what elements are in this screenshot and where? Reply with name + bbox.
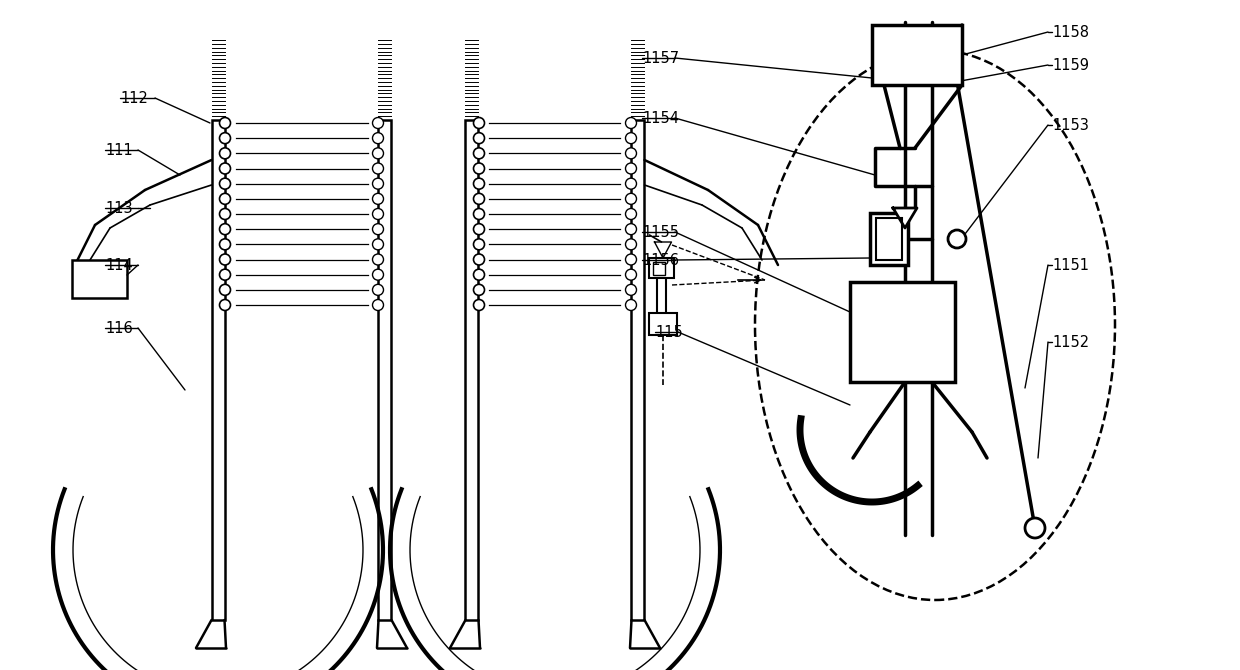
Text: 1153: 1153 [1052,117,1089,133]
Circle shape [372,299,383,310]
Circle shape [625,224,636,234]
Bar [653,262,666,275]
Circle shape [625,163,636,174]
Circle shape [625,269,636,280]
Text: 1156: 1156 [642,253,680,267]
Circle shape [474,269,485,280]
Circle shape [372,133,383,143]
Circle shape [474,239,485,250]
Bar [872,25,962,85]
Text: 114: 114 [105,257,133,273]
Circle shape [625,254,636,265]
Circle shape [1025,518,1045,538]
Circle shape [372,239,383,250]
Bar [212,120,224,620]
Circle shape [219,284,231,295]
Circle shape [372,178,383,189]
Circle shape [219,194,231,204]
Circle shape [372,269,383,280]
Bar [378,120,392,620]
Circle shape [219,117,231,129]
Polygon shape [893,208,918,228]
Text: 112: 112 [120,90,148,105]
Circle shape [219,133,231,143]
Circle shape [372,148,383,159]
Circle shape [372,284,383,295]
Circle shape [219,163,231,174]
Circle shape [625,194,636,204]
Bar [631,120,645,620]
Bar [650,313,677,335]
Circle shape [474,224,485,234]
Circle shape [372,224,383,234]
Circle shape [372,117,383,129]
Circle shape [625,133,636,143]
Text: 1158: 1158 [1052,25,1089,40]
Circle shape [625,148,636,159]
Bar [465,120,479,620]
Circle shape [219,148,231,159]
Circle shape [219,254,231,265]
Circle shape [372,208,383,220]
Bar [875,218,901,260]
Circle shape [474,178,485,189]
Circle shape [474,163,485,174]
Text: 113: 113 [105,200,133,216]
Text: 1152: 1152 [1052,334,1089,350]
Bar [650,258,675,278]
Circle shape [474,284,485,295]
Text: 1157: 1157 [642,50,680,66]
Text: 115: 115 [655,324,683,340]
Circle shape [219,269,231,280]
Circle shape [625,299,636,310]
Text: 1159: 1159 [1052,58,1089,72]
Circle shape [474,148,485,159]
Circle shape [625,239,636,250]
Text: 111: 111 [105,143,133,157]
Bar [849,282,955,382]
Circle shape [625,208,636,220]
Bar [72,260,126,298]
Circle shape [474,254,485,265]
Bar [870,213,908,265]
Text: 1154: 1154 [642,111,680,125]
Circle shape [474,208,485,220]
Circle shape [625,117,636,129]
Circle shape [372,194,383,204]
Circle shape [219,224,231,234]
Circle shape [625,178,636,189]
Circle shape [219,208,231,220]
Circle shape [474,133,485,143]
Circle shape [219,178,231,189]
Circle shape [474,194,485,204]
Circle shape [474,299,485,310]
Circle shape [372,163,383,174]
Text: 1151: 1151 [1052,257,1089,273]
Circle shape [219,239,231,250]
Circle shape [372,254,383,265]
Circle shape [219,299,231,310]
Circle shape [625,284,636,295]
Circle shape [949,230,966,248]
Text: 1155: 1155 [642,224,680,239]
Text: 116: 116 [105,320,133,336]
Circle shape [474,117,485,129]
